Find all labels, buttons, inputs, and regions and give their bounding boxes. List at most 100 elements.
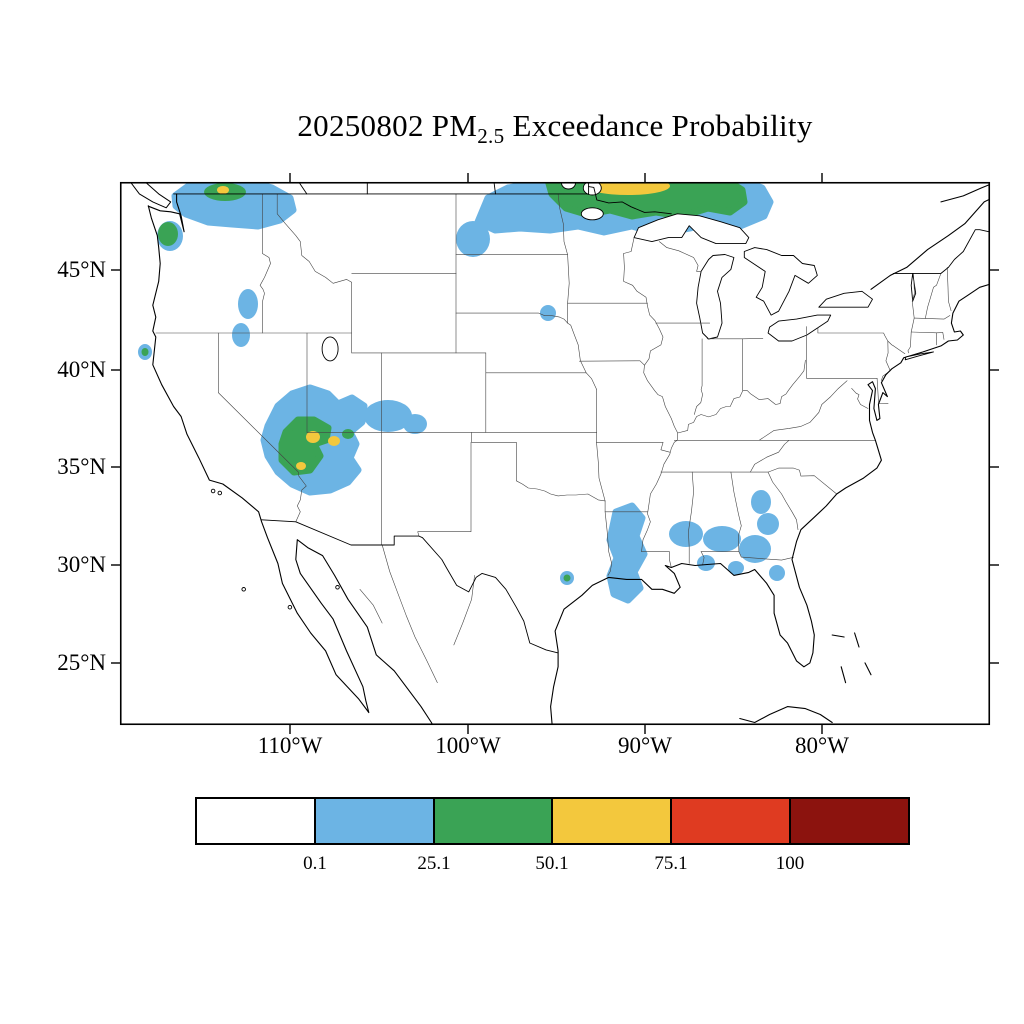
state-border	[907, 273, 915, 354]
small-island	[287, 604, 293, 610]
coastline	[854, 632, 860, 648]
us-map-svg	[111, 173, 999, 734]
state-border	[750, 440, 790, 473]
state-border	[817, 327, 906, 354]
probability-region	[563, 574, 571, 582]
state-border	[688, 471, 694, 564]
vancouver-island	[129, 182, 172, 209]
colorbar-label-4: 100	[775, 853, 805, 874]
state-border	[641, 551, 672, 568]
map-frame	[119, 181, 991, 726]
state-border	[453, 575, 475, 646]
lakes-layer	[321, 182, 917, 362]
colorbar-label-2: 50.1	[535, 853, 569, 874]
colorbar-cell-2	[432, 799, 552, 843]
state-border	[880, 340, 891, 381]
probability-region	[364, 400, 412, 432]
international-border	[298, 182, 308, 195]
coastline	[840, 666, 847, 684]
international-borders-layer	[173, 182, 990, 654]
probability-region	[751, 490, 771, 514]
colorbar	[195, 797, 910, 845]
state-border	[218, 332, 307, 523]
title-subscript: 2.5	[477, 124, 505, 149]
state-borders-layer	[155, 193, 952, 683]
lon-tick-label-110w: 110°W	[257, 733, 323, 758]
lake	[580, 207, 604, 221]
state-border	[876, 378, 889, 404]
title-prefix: 20250802 PM	[297, 108, 478, 143]
colorbar-cell-4	[670, 799, 790, 843]
lon-tick-label-80w: 80°W	[795, 733, 849, 758]
tick-marks	[111, 173, 999, 734]
probability-region	[342, 429, 354, 439]
state-border	[659, 241, 702, 272]
lon-tick-label-90w: 90°W	[618, 733, 672, 758]
state-border	[730, 471, 742, 552]
state-border	[381, 544, 438, 683]
small-island	[210, 488, 216, 494]
state-border	[623, 253, 678, 552]
probability-region	[728, 561, 744, 575]
state-border	[942, 332, 945, 340]
probability-region	[757, 513, 779, 535]
state-border	[623, 237, 635, 254]
state-border	[596, 442, 606, 502]
state-border	[259, 193, 271, 334]
state-border	[567, 254, 570, 324]
state-border	[276, 193, 352, 354]
lake	[321, 336, 339, 362]
probability-region	[669, 521, 703, 547]
state-border	[946, 267, 952, 312]
coastline	[147, 205, 434, 725]
state-border	[913, 315, 951, 320]
title-suffix: Exceedance Probability	[504, 108, 813, 143]
coastline	[864, 662, 872, 676]
probability-region	[296, 462, 306, 470]
state-border	[910, 331, 944, 334]
colorbar-label-1: 25.1	[417, 853, 451, 874]
probability-region	[238, 289, 258, 319]
state-border	[516, 442, 606, 502]
map-content	[129, 182, 990, 725]
state-border	[925, 272, 942, 319]
lake	[910, 272, 917, 302]
probability-region	[306, 431, 320, 443]
lat-tick-label-40n: 40°N	[57, 357, 106, 382]
lat-tick-label-45n: 45°N	[57, 257, 106, 282]
probability-region	[217, 186, 229, 194]
lake	[633, 213, 750, 245]
state-border	[455, 312, 568, 324]
international-border	[261, 519, 559, 654]
coastline	[739, 706, 833, 724]
small-island	[241, 587, 246, 592]
probability-region	[606, 502, 648, 604]
small-island	[335, 585, 340, 590]
probability-region	[586, 182, 670, 195]
state-border	[585, 372, 597, 390]
coastline	[831, 634, 845, 638]
lake	[696, 254, 735, 340]
lat-tick-label-35n: 35°N	[57, 454, 106, 479]
state-border	[767, 472, 799, 530]
coastline	[940, 183, 990, 203]
state-border	[417, 442, 472, 537]
state-border	[557, 193, 568, 255]
international-border	[892, 229, 990, 274]
colorbar-cell-5	[789, 799, 908, 843]
state-border	[767, 467, 837, 495]
international-border	[493, 182, 496, 195]
coastline	[870, 198, 990, 290]
figure-title: 20250802 PM2.5 Exceedance Probability	[120, 108, 990, 149]
state-border	[700, 551, 794, 561]
state-border	[851, 388, 869, 409]
probability-region	[739, 535, 771, 563]
state-border	[579, 360, 645, 366]
probability-region	[769, 565, 785, 581]
lake	[818, 290, 873, 308]
probability-regions-layer	[138, 182, 785, 604]
probability-region	[232, 323, 250, 347]
coastline	[147, 193, 185, 233]
lake	[743, 247, 818, 316]
